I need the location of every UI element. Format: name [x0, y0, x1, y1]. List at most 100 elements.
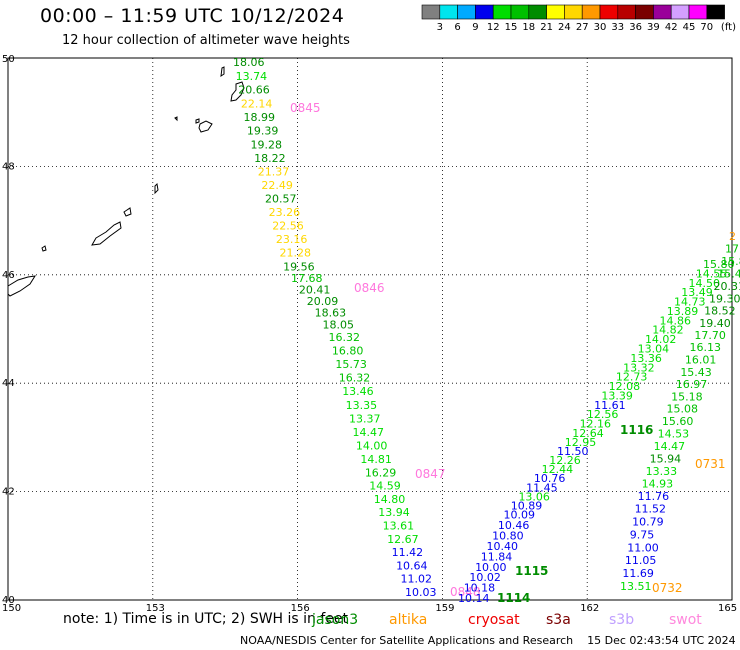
pass-time-label: 1115 [515, 564, 548, 578]
lat-tick-label: 42 [2, 487, 15, 498]
pass-time-label: 0846 [354, 281, 385, 295]
lat-tick-label: 40 [2, 595, 15, 606]
swh-reading: 10.40 [486, 540, 518, 553]
swh-reading: 15.43 [680, 366, 712, 379]
altimeter-track-3: 13.5111.6911.0511.009.7510.7911.5211.761… [620, 230, 740, 595]
swh-reading: 14.73 [674, 296, 706, 309]
swh-reading: 21.37 [258, 165, 290, 178]
swh-reading: 11.45 [526, 481, 558, 494]
swh-reading: 13.39 [601, 389, 633, 402]
kuril-island [41, 245, 47, 252]
swh-reading: 13.89 [667, 305, 699, 318]
swh-reading: 16.32 [339, 372, 371, 385]
swh-reading: 13.46 [342, 385, 374, 398]
swh-reading: 23.16 [276, 233, 308, 246]
coastline [7, 66, 245, 297]
swh-reading: 23.26 [269, 206, 301, 219]
legend-tick-label: 36 [629, 22, 642, 33]
swh-reading: 20.57 [265, 193, 297, 206]
lon-tick-label: 165 [718, 603, 737, 614]
swh-reading: 12.64 [572, 427, 604, 440]
lat-tick-label: 50 [2, 54, 15, 65]
kuril-island [91, 221, 122, 246]
swh-reading: 11.52 [635, 503, 667, 516]
swh-reading: 11.50 [557, 445, 589, 458]
swh-reading: 17.68 [291, 272, 323, 285]
swh-reading: 10.09 [504, 509, 535, 522]
credit-generated: 15 Dec 02:43:54 UTC 2024 [587, 634, 736, 647]
pass-time-label: 0731 [695, 457, 726, 471]
legend-tick-label: 33 [611, 22, 624, 33]
swh-reading: 22.14 [241, 97, 272, 110]
swh-reading: 13.94 [378, 506, 410, 519]
swh-reading: 14.80 [374, 493, 406, 506]
swh-reading: 20.66 [238, 84, 270, 97]
swh-reading: 15.60 [662, 415, 694, 428]
swh-reading: 14.47 [352, 426, 384, 439]
swh-reading: 13.33 [646, 465, 678, 478]
swh-reading: 16.32 [328, 331, 360, 344]
kuril-island [198, 120, 213, 133]
legend-tick-label: 27 [576, 22, 589, 33]
legend-tick-label: 45 [683, 22, 696, 33]
swh-reading: 19.56 [283, 260, 315, 273]
lat-tick-label: 44 [2, 378, 15, 389]
swh-reading: 10.80 [492, 530, 524, 543]
swh-reading: 20.31 [713, 280, 740, 293]
axis-tick-labels: 150 153 156 159 162 165 50 48 46 44 42 40 [2, 54, 737, 614]
swh-reading: 15.40 [717, 268, 740, 281]
satellite-legend-entry: s3b [609, 612, 635, 628]
map-subtitle: 12 hour collection of altimeter wave hei… [62, 33, 350, 48]
legend-unit-label: (ft) [721, 22, 736, 33]
satellite-legend-entry: s3a [546, 612, 571, 628]
kuril-island [220, 66, 225, 78]
kuril-island [154, 182, 159, 195]
swh-reading: 13.32 [623, 361, 655, 374]
lon-tick-label: 150 [2, 603, 21, 614]
swh-reading: 11.76 [638, 490, 670, 503]
legend-tick-label: 24 [558, 22, 571, 33]
swh-reading: 12.16 [580, 418, 612, 431]
legend-tick-label: 9 [472, 22, 478, 33]
swh-reading: 14.59 [369, 480, 401, 493]
legend-tick-label: 3 [437, 22, 443, 33]
swh-reading: 19.30 [709, 292, 740, 305]
swh-reading: 15.08 [666, 403, 698, 416]
swh-reading: 10.79 [632, 516, 664, 529]
legend-tick-label: 18 [522, 22, 535, 33]
kuril-island [123, 207, 132, 217]
legend-tick-label: 39 [647, 22, 660, 33]
pass-time-label: 1114 [497, 591, 530, 605]
legend-tick-label: 42 [665, 22, 678, 33]
swh-reading: 14.53 [658, 427, 690, 440]
satellite-legend-entry: altika [389, 612, 428, 628]
legend-tick-label: 6 [454, 22, 460, 33]
swh-reading: 10.76 [534, 472, 566, 485]
satellite-legend-entry: swot [669, 612, 702, 628]
swh-reading: 11.05 [625, 554, 657, 567]
lon-tick-label: 156 [291, 603, 310, 614]
swh-reading: 16.97 [676, 378, 708, 391]
swh-reading: 16.29 [365, 466, 397, 479]
swh-reading: 12.67 [387, 533, 419, 546]
swh-reading: 15.80 [703, 258, 735, 271]
swh-reading: 13.06 [518, 490, 550, 503]
swh-reading: 17 [725, 243, 739, 256]
swh-reading: 13.51 [620, 580, 652, 593]
swh-reading: 11.42 [392, 546, 424, 559]
hokkaido-coast [7, 275, 36, 297]
pass-time-label: 1116 [620, 423, 653, 437]
swh-reading: 18.06 [233, 56, 265, 69]
swh-reading: 10.14 [458, 592, 490, 605]
swh-reading: 12.56 [587, 408, 619, 421]
swh-reading: 10.64 [396, 559, 428, 572]
lon-tick-label: 153 [146, 603, 165, 614]
swh-reading: 18.52 [704, 305, 736, 318]
swh-reading: 17.70 [694, 329, 726, 342]
legend-tick-label: 70 [700, 22, 713, 33]
swh-reading: 15.8 [721, 255, 740, 268]
lon-tick-label: 159 [435, 603, 454, 614]
swh-reading: 20.41 [299, 283, 331, 296]
swh-reading: 18.22 [254, 152, 286, 165]
